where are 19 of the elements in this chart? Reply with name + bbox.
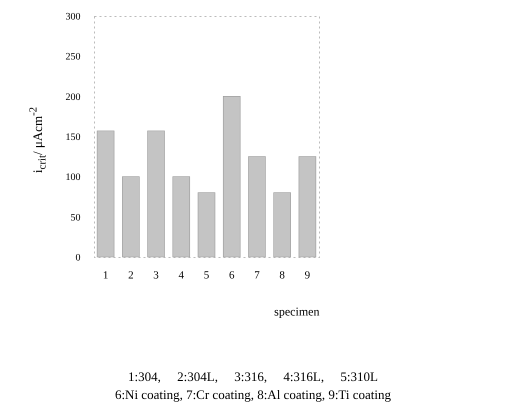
y-tick-label: 250	[66, 52, 80, 63]
x-tick-label: 5	[204, 270, 210, 282]
y-tick-label: 50	[70, 212, 80, 224]
text: 1:304, 2:304L, 3:316, 4:316L, 5:310L	[128, 369, 378, 384]
x-tick-label: 7	[254, 270, 260, 282]
x-tick-label: 1	[102, 270, 108, 282]
y-tick-label: 100	[66, 172, 80, 184]
x-tick-label: 8	[279, 270, 286, 282]
y-tick-label: 200	[66, 92, 80, 103]
x-tick-label: 3	[153, 270, 160, 282]
text: 6:Ni coating, 7:Cr coating, 8:Al coating, 9:Ti coating	[114, 387, 392, 402]
y-tick-label: 150	[66, 132, 80, 143]
y-tick-label: 0	[76, 252, 80, 264]
x-tick-label: 2	[128, 270, 134, 282]
x-axis-title: specimen	[274, 304, 320, 318]
x-tick-label: 9	[304, 270, 311, 282]
x-tick-label: 4	[178, 270, 185, 282]
x-tick-label: 6	[228, 270, 235, 282]
y-tick-label: 300	[66, 12, 80, 22]
